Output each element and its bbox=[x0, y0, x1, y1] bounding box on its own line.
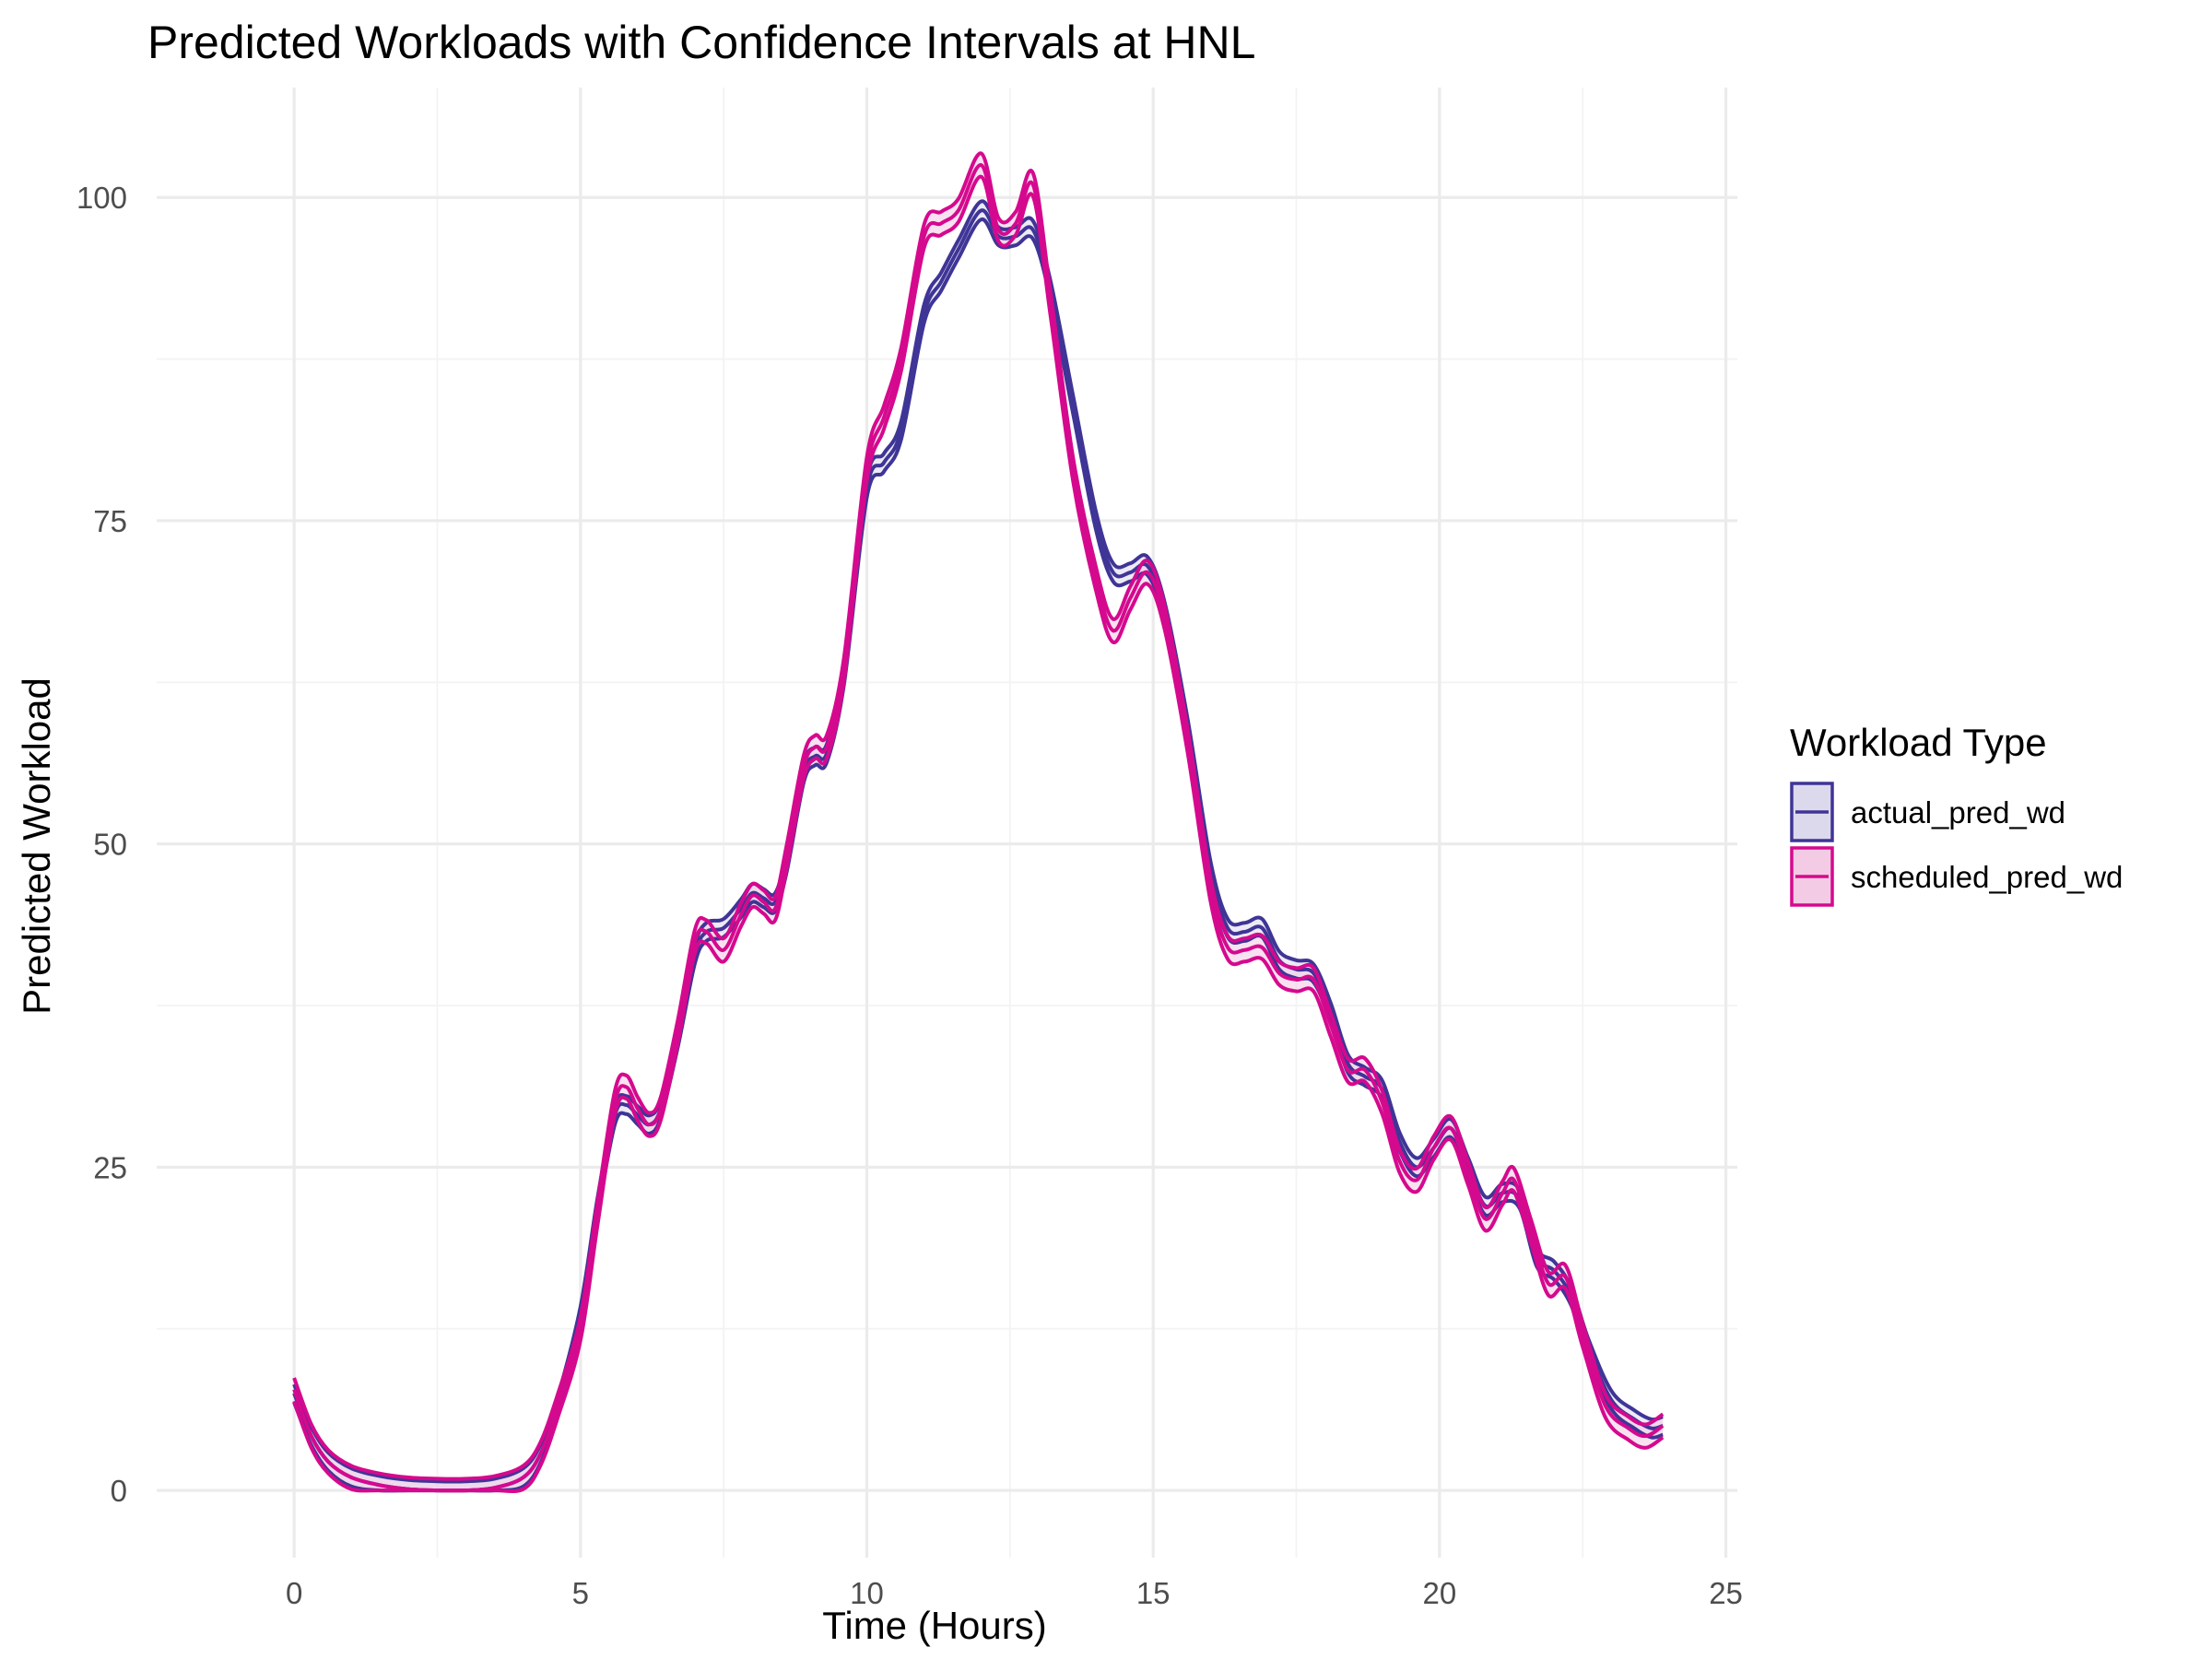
x-tick-label: 20 bbox=[1423, 1576, 1457, 1610]
y-axis-title: Predicted Workload bbox=[15, 677, 58, 1015]
x-tick-label: 15 bbox=[1136, 1576, 1171, 1610]
x-tick-label: 0 bbox=[286, 1576, 302, 1610]
x-tick-label: 25 bbox=[1709, 1576, 1743, 1610]
y-tick-label: 75 bbox=[93, 504, 127, 538]
y-tick-label: 0 bbox=[111, 1474, 127, 1508]
legend-title: Workload Type bbox=[1790, 721, 2047, 764]
legend-label-scheduled_pred_wd: scheduled_pred_wd bbox=[1851, 860, 2123, 894]
y-tick-label: 25 bbox=[93, 1150, 127, 1184]
chart-title: Predicted Workloads with Confidence Inte… bbox=[147, 17, 1255, 68]
x-tick-label: 5 bbox=[572, 1576, 589, 1610]
x-tick-label: 10 bbox=[850, 1576, 884, 1610]
line-scheduled_pred_wd bbox=[292, 163, 1665, 1493]
x-tick-labels: 0 5 10 15 20 25 bbox=[286, 1576, 1743, 1610]
legend-items: actual_pred_wd scheduled_pred_wd bbox=[1790, 782, 2123, 907]
y-tick-label: 50 bbox=[93, 828, 127, 862]
grid bbox=[157, 88, 1737, 1558]
y-tick-label: 100 bbox=[76, 181, 127, 215]
y-tick-labels: 0 25 50 75 100 bbox=[76, 181, 127, 1508]
x-axis-title: Time (Hours) bbox=[822, 1604, 1046, 1647]
legend: Workload Type actual_pred_wd scheduled_pr… bbox=[1790, 721, 2123, 907]
legend-label-actual_pred_wd: actual_pred_wd bbox=[1851, 795, 2065, 830]
series-lines bbox=[292, 151, 1665, 1493]
